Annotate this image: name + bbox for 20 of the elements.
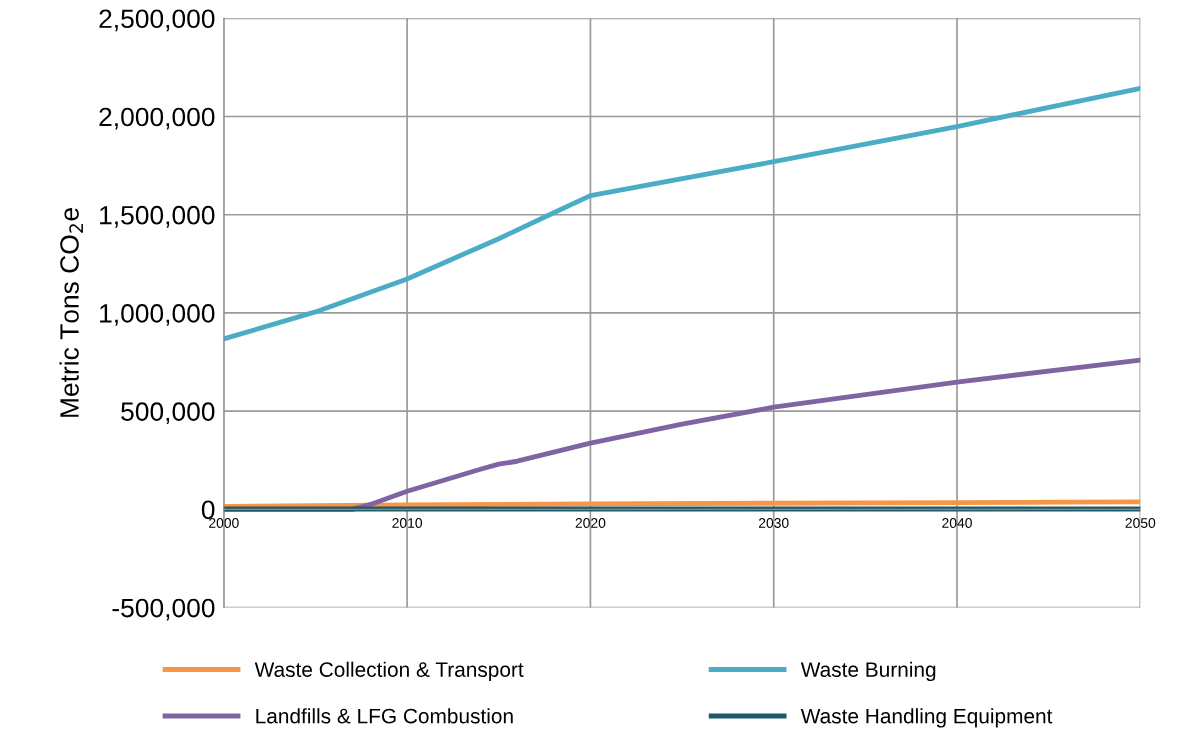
y-tick-label: 500,000 (121, 402, 215, 425)
y-axis-title: Metric Tons CO$_{2}$e (59, 208, 83, 417)
x-tick-label: 2020 (575, 518, 606, 528)
y-tick-label: -500,000 (112, 598, 215, 621)
x-tick-label: 2050 (1125, 518, 1156, 528)
x-tick-label: 2030 (758, 518, 789, 528)
line-series (223, 357, 1141, 512)
legend-label: Waste Burning (800, 661, 936, 682)
line-series (223, 85, 1141, 342)
y-tick-label: 2,500,000 (99, 9, 215, 32)
y-tick-label: 1,500,000 (100, 205, 215, 228)
x-tick-label: 2040 (942, 518, 972, 528)
y-tick-label: 0 (201, 500, 215, 520)
legend-label: Landfills & LFG Combustion (256, 708, 513, 724)
x-tick-label: 2010 (392, 518, 423, 528)
y-tick-label: 2,000,000 (99, 107, 215, 130)
x-tick-label: 2000 (209, 518, 239, 528)
legend-label: Waste Handling Equipment (800, 708, 1053, 728)
y-tick-label: 1,000,000 (100, 304, 215, 326)
legend-label: Waste Collection & Transport (254, 661, 524, 682)
